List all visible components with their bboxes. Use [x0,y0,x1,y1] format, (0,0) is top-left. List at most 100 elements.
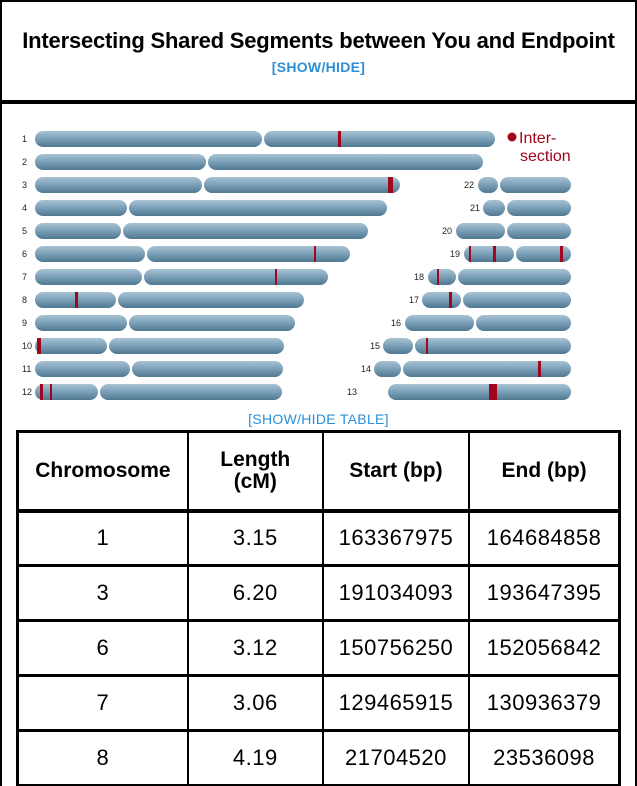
chromosome-label: 15 [370,341,380,351]
chromosome-p-arm [422,292,461,308]
chromosome-q-arm [264,131,495,147]
chromosome-label: 22 [464,180,474,190]
chromosome-p-arm [35,154,206,170]
intersection-segment[interactable] [437,269,439,285]
chromosome-8: 8 [22,292,304,308]
chromosome-p-arm [456,223,505,239]
chromosome-20: 20 [442,223,571,239]
chromosome-label: 8 [22,295,27,305]
cell-chromosome: 6 [16,619,189,677]
intersection-segment[interactable] [314,246,316,262]
cell-start: 21704520 [321,729,471,786]
intersection-segment[interactable] [75,292,78,308]
chromosome-p-arm [35,131,262,147]
intersection-segment[interactable] [388,177,393,193]
intersection-segment[interactable] [275,269,277,285]
intersection-segment[interactable] [560,246,563,262]
chromosome-1: 1 [22,131,495,147]
chromosome-label: 9 [22,318,27,328]
chromosome-p-arm [35,361,130,377]
chromosome-7: 7 [22,269,328,285]
chromosome-16: 16 [391,315,571,331]
chromosome-p-arm [464,246,514,262]
chromosome-label: 16 [391,318,401,328]
intersection-segment[interactable] [37,338,41,354]
column-header-end[interactable]: End (bp) [468,430,621,513]
chromosome-label: 2 [22,157,27,167]
intersection-segment[interactable] [338,131,341,147]
chromosome-p-arm [483,200,505,216]
column-header-chromosome[interactable]: Chromosome [16,430,189,513]
chromosome-q-arm [388,384,571,400]
intersection-segment[interactable] [493,246,496,262]
chromosome-label: 11 [22,364,31,374]
column-header-length[interactable]: Length (cM) [186,430,324,513]
chromosome-q-arm [415,338,571,354]
chromosome-q-arm [129,200,387,216]
chromosome-label: 13 [347,387,357,397]
chromosome-label: 1 [22,134,27,144]
chromosome-10: 10 [22,338,284,354]
cell-length: 3.12 [186,619,324,677]
chromosome-p-arm [35,384,98,400]
chromosome-p-arm [35,269,142,285]
chromosome-p-arm [383,338,413,354]
chromosome-15: 15 [370,338,571,354]
table-header-row: Chromosome Length (cM) Start (bp) End (b… [16,430,621,513]
cell-end: 23536098 [468,729,621,786]
table-row: 7 3.06 129465915 130936379 [16,674,621,732]
cell-chromosome: 1 [16,509,189,567]
chromosome-21: 21 [470,200,571,216]
intersection-segment[interactable] [489,384,497,400]
chromosome-label: 12 [22,387,32,397]
column-header-start[interactable]: Start (bp) [321,430,471,513]
chromosome-p-arm [478,177,498,193]
chromosome-3: 3 [22,177,400,193]
chromosome-label: 19 [450,249,460,259]
chromosome-q-arm [123,223,368,239]
chromosome-9: 9 [22,315,295,331]
column-header-length-label: Length (cM) [220,447,291,493]
chromosome-11: 11 [22,361,283,377]
chromosome-q-arm [507,223,571,239]
intersection-segment[interactable] [449,292,452,308]
chromosome-label: 18 [414,272,424,282]
cell-end: 193647395 [468,564,621,622]
chromosome-label: 3 [22,180,27,190]
chromosome-q-arm [129,315,295,331]
content-panel [0,104,637,786]
cell-length: 3.15 [186,509,324,567]
intersection-segment[interactable] [469,246,471,262]
intersection-segment[interactable] [40,384,43,400]
chromosome-label: 17 [409,295,419,305]
chromosome-q-arm [507,200,571,216]
chromosome-q-arm [109,338,284,354]
chromosome-p-arm [35,338,107,354]
chromosome-18: 18 [414,269,571,285]
show-hide-table-link[interactable]: [SHOW/HIDE TABLE] [248,411,389,427]
chromosome-label: 7 [22,272,27,282]
chromosome-q-arm [476,315,571,331]
show-hide-link[interactable]: [SHOW/HIDE] [271,59,366,75]
chromosome-p-arm [374,361,401,377]
chromosome-13: 13 [347,384,571,400]
chromosome-q-arm [516,246,571,262]
cell-length: 6.20 [186,564,324,622]
intersection-segment[interactable] [538,361,541,377]
chromosome-p-arm [35,315,127,331]
chromosome-label: 21 [470,203,480,213]
intersection-segment[interactable] [426,338,428,354]
legend-label: Inter-section [519,130,571,165]
chromosome-q-arm [403,361,571,377]
chromosome-p-arm [35,246,145,262]
chromosome-6: 6 [22,246,350,262]
chromosome-p-arm [428,269,456,285]
header-panel: Intersecting Shared Segments between You… [0,0,637,104]
intersection-segment[interactable] [50,384,52,400]
chromosome-22: 22 [464,177,571,193]
chromosome-19: 19 [450,246,571,262]
cell-end: 164684858 [468,509,621,567]
chromosome-q-arm [458,269,571,285]
cell-chromosome: 3 [16,564,189,622]
chromosome-17: 17 [409,292,571,308]
